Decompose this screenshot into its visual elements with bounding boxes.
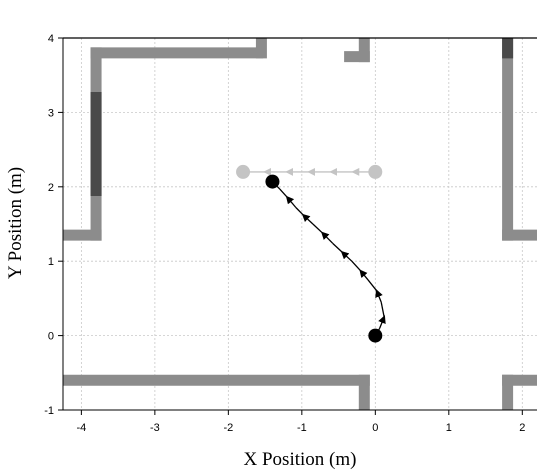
x-tick-label: -4 [76,422,86,434]
wall-layer [63,38,537,410]
x-tick-label: 1 [446,422,452,434]
trajectory-segment [312,223,323,234]
y-tick-label: 4 [48,33,54,45]
trajectory-segment [340,250,353,262]
trajectory-segment [351,260,362,272]
x-tick-label: -2 [223,422,233,434]
trajectory-segment [367,279,378,292]
axis-layer: -4 -3 -2 -1 0 1 2 -1 0 1 2 3 4 [44,33,537,434]
trajectory-segment [285,195,297,209]
trajectory-segment [301,213,314,225]
grid-layer [63,37,537,411]
x-tick-label: 2 [519,422,525,434]
trajectory-segment [378,315,386,329]
trajectory-segment [380,301,385,318]
endpoint-start [368,328,383,343]
y-tick-label: 0 [48,331,54,343]
trajectory-segment [321,231,334,244]
x-tick-label: -3 [150,422,160,434]
trajectory-segment [332,242,343,253]
y-tick-label: -1 [44,405,54,417]
y-tick-label: 1 [48,256,54,268]
y-tick-label: 2 [48,182,54,194]
endpoint-reference-start [368,164,383,179]
endpoint-end [265,174,280,189]
y-tick-label: 3 [48,107,54,119]
trajectory-segment [279,188,288,198]
y-axis-title: Y Position (m) [5,167,26,279]
trajectory-segment [375,289,383,303]
trajectory-segment [359,269,369,281]
series-layer [236,164,386,343]
x-tick-label: -1 [297,422,307,434]
trajectory-segment [295,207,304,216]
endpoint-reference-end [236,164,251,179]
x-axis-title: X Position (m) [244,449,357,470]
x-tick-label: 0 [372,422,378,434]
